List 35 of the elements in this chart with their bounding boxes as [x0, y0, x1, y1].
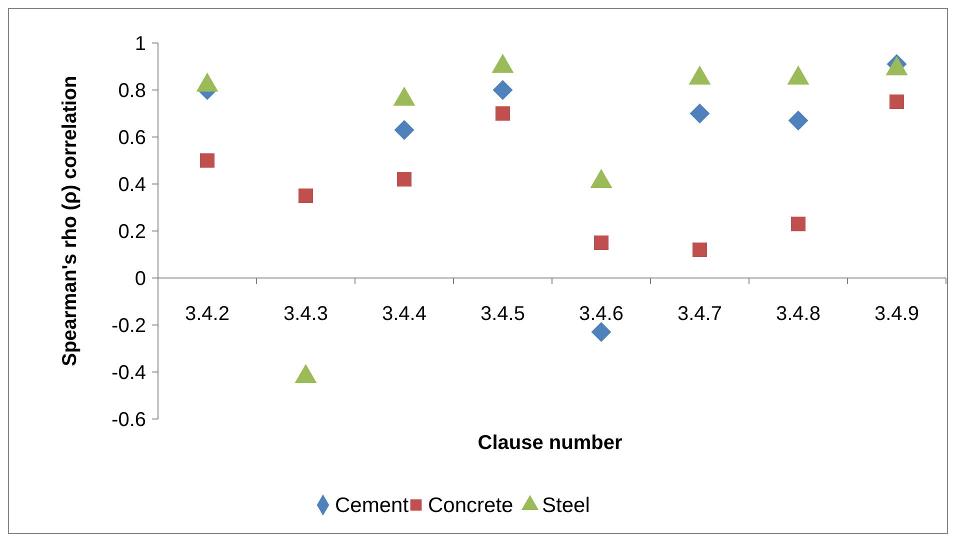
point	[397, 172, 412, 187]
legend-label: Concrete	[428, 494, 514, 517]
x-axis-title: Clause number	[478, 432, 622, 454]
x-tick-label: 3.4.8	[776, 303, 820, 325]
x-tick-label: 3.4.9	[874, 303, 919, 325]
point	[890, 94, 904, 109]
point	[788, 110, 808, 131]
point	[496, 106, 510, 121]
y-tick-label: -0.2	[112, 315, 146, 337]
point	[492, 80, 513, 100]
x-tick-label: 3.4.2	[185, 303, 230, 325]
point	[692, 242, 707, 258]
x-tick-label: 3.4.4	[382, 303, 426, 325]
y-tick-label: 1	[134, 33, 146, 55]
x-tick-label: 3.4.3	[284, 303, 328, 325]
point	[394, 120, 414, 140]
legend-label: Steel	[542, 494, 590, 517]
x-tick-label: 3.4.7	[678, 303, 722, 325]
x-tick-label: 3.4.6	[579, 303, 624, 325]
legend-label: Cement	[335, 494, 409, 517]
y-tick-label: 0.2	[118, 221, 146, 243]
y-tick-label: -0.4	[112, 362, 146, 384]
y-tick-label: 0	[134, 268, 146, 290]
y-tick-label: 0.6	[118, 127, 146, 149]
point	[200, 153, 214, 168]
y-tick-label: 0.4	[118, 174, 146, 196]
point	[594, 236, 608, 250]
point	[690, 104, 710, 124]
point	[298, 188, 313, 203]
y-tick-label: -0.6	[112, 409, 146, 431]
point	[791, 216, 806, 232]
y-tick-label: 0.8	[118, 80, 146, 102]
y-axis-title: Spearman's rho (ρ) correlation	[59, 76, 81, 366]
x-tick-label: 3.4.5	[480, 303, 525, 325]
point	[591, 322, 612, 342]
